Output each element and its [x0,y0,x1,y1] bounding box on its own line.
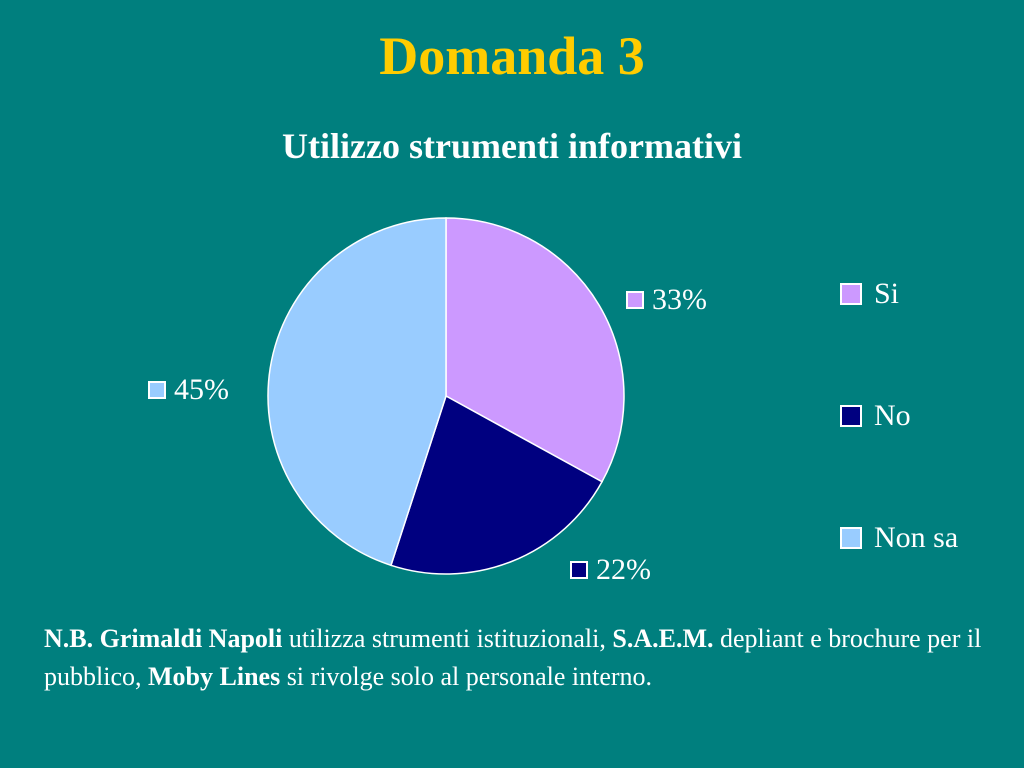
data-label-swatch-non-sa [148,381,166,399]
chart-title: Utilizzo strumenti informativi [282,126,742,166]
legend-label-non-sa: Non sa [874,521,959,554]
legend-swatch-non-sa [840,527,862,549]
data-label-non-sa: 45% [148,372,229,408]
legend-item-non-sa: Non sa [840,520,1020,556]
data-label-text-no: 22% [596,553,651,586]
slide-title: Domanda 3 [379,26,645,86]
legend-swatch-si [840,283,862,305]
note-text-3: si rivolge solo al personale interno. [280,662,653,691]
note-bold-moby: Moby Lines [148,662,281,691]
note-bold-saem: S.A.E.M. [612,624,714,653]
data-label-text-non-sa: 45% [174,373,229,406]
data-label-swatch-no [570,561,588,579]
legend-label-si: Si [874,277,900,310]
legend-label-no: No [874,399,911,432]
footnote: N.B. Grimaldi Napoli utilizza strumenti … [44,620,984,696]
chart-legend: Si No Non sa [840,276,1020,642]
data-label-no: 22% [570,552,651,588]
note-bold-grimaldi: N.B. Grimaldi Napoli [44,624,283,653]
pie-slice-si [445,217,625,483]
pie-slice-non-sa [267,217,447,567]
note-text-2: depliant e brochure per il pubblico, [44,624,982,691]
legend-item-si: Si [840,276,1020,312]
data-label-swatch-si [626,291,644,309]
pie-slice-no [390,394,604,575]
legend-swatch-no [840,405,862,427]
note-text-1: utilizza strumenti istituzionali, [282,624,613,653]
data-label-text-si: 33% [652,283,707,316]
legend-item-no: No [840,398,1020,434]
data-label-si: 33% [626,282,707,318]
